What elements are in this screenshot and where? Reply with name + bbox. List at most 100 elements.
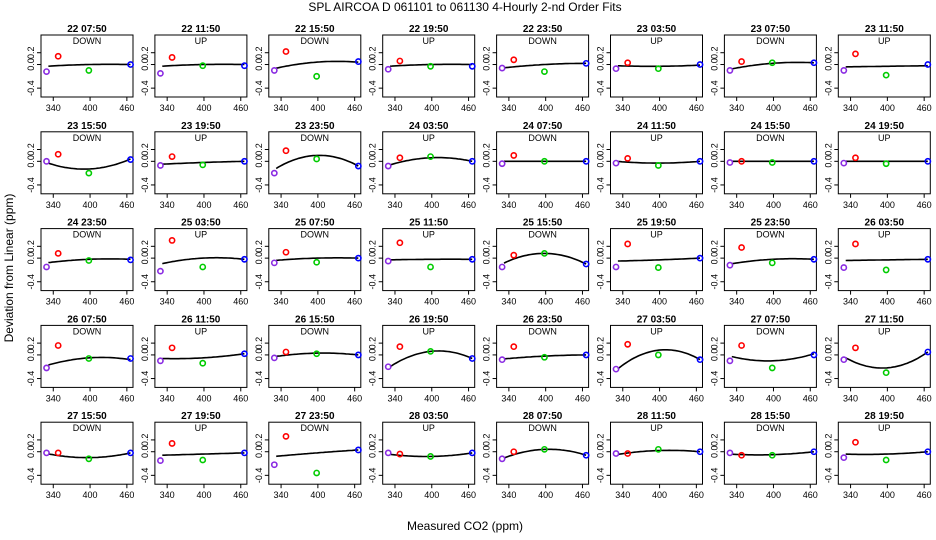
x-tick-label: 340 [46,490,61,500]
panel-direction: DOWN [301,230,330,240]
point-mid1 [282,432,290,440]
y-tick-label: -0.4 [254,80,264,96]
panel-label: 22 23:50 [523,24,563,35]
point-mid2 [427,453,434,460]
panel-direction: UP [195,230,208,240]
panel-direction: DOWN [756,423,785,433]
point-mid2 [768,59,776,67]
panel-direction: UP [422,133,435,143]
fit-curve [731,450,815,456]
x-tick-label: 340 [615,490,630,500]
point-low [498,455,506,463]
x-tick-label: 400 [652,297,667,307]
y-tick-label: 0.0 [596,349,606,362]
panel-direction: DOWN [73,230,102,240]
x-tick-label: 400 [196,490,211,500]
panel-label: 24 23:50 [67,218,107,229]
x-tick-label: 340 [274,103,289,113]
x-tick-label: 460 [803,200,818,210]
panel-direction: UP [422,326,435,336]
fit-curve [48,258,131,264]
y-tick-label: -0.4 [26,371,36,387]
panel-label: 27 03:50 [637,314,677,325]
point-mid1 [168,440,176,447]
x-tick-label: 340 [501,103,516,113]
panel-label: 25 19:50 [637,218,677,229]
x-tick-label: 400 [196,297,211,307]
point-mid1 [738,342,745,349]
x-tick-label: 400 [538,103,553,113]
x-tick-label: 340 [387,393,402,403]
panel-label: 27 19:50 [181,411,221,422]
x-tick-label: 340 [387,103,402,113]
panel-label: 27 15:50 [67,411,107,422]
x-tick-label: 340 [274,200,289,210]
x-tick-label: 400 [424,297,439,307]
point-high [696,254,704,262]
y-tick-label: 0.0 [709,58,719,71]
panel-label: 24 07:50 [523,121,563,132]
point-mid2 [768,259,776,267]
y-tick-label: 0.2 [254,240,264,253]
y-tick-label: 0.0 [596,445,606,458]
y-tick-label: 0.2 [254,434,264,447]
x-tick-label: 340 [160,490,175,500]
x-tick-label: 400 [310,393,325,403]
point-high [354,351,362,359]
y-tick-label: 0.2 [140,143,150,156]
y-tick-label: 0.2 [26,143,36,156]
point-high [468,157,476,165]
fit-curve [389,350,473,368]
y-tick-label: -0.4 [482,274,492,290]
x-tick-label: 400 [880,297,895,307]
point-mid2 [427,347,434,355]
point-low [157,357,164,365]
y-tick-label: 0.0 [26,155,36,168]
x-tick-label: 460 [803,490,818,500]
y-tick-label: -0.4 [823,80,833,96]
x-tick-label: 400 [424,393,439,403]
x-tick-label: 460 [803,103,818,113]
panel-direction: UP [650,133,663,143]
point-low [726,67,734,74]
y-tick-label: 0.0 [254,349,264,362]
point-high [924,157,932,165]
x-tick-label: 400 [766,490,781,500]
y-tick-label: 0.2 [596,434,606,447]
fit-curve [162,352,245,360]
x-tick-label: 340 [729,490,744,500]
point-low [612,450,620,457]
x-tick-label: 340 [274,297,289,307]
panel-label: 28 03:50 [409,411,449,422]
x-tick-label: 460 [347,200,362,210]
x-tick-label: 340 [160,200,175,210]
point-mid1 [510,152,518,159]
panel-direction: UP [878,423,891,433]
point-mid1 [168,153,176,160]
panel-label: 24 03:50 [409,121,449,132]
y-tick-label: 0.2 [26,240,36,253]
fit-curve [162,256,245,265]
y-tick-label: -0.4 [26,80,36,96]
x-tick-label: 400 [766,297,781,307]
panel-label: 23 11:50 [865,24,904,35]
y-tick-label: 0.0 [140,445,150,458]
panel-direction: DOWN [528,230,557,240]
x-tick-label: 460 [347,490,362,500]
panel-direction: DOWN [301,133,330,143]
point-mid1 [738,58,745,65]
point-high [241,255,248,263]
panel-label: 26 03:50 [865,218,905,229]
panel-direction: UP [422,230,435,240]
panel-direction: UP [878,36,891,46]
y-tick-label: -0.4 [596,468,606,484]
point-low [43,68,50,76]
point-mid1 [510,251,518,259]
x-tick-label: 400 [766,103,781,113]
y-tick-label: -0.4 [709,274,719,290]
